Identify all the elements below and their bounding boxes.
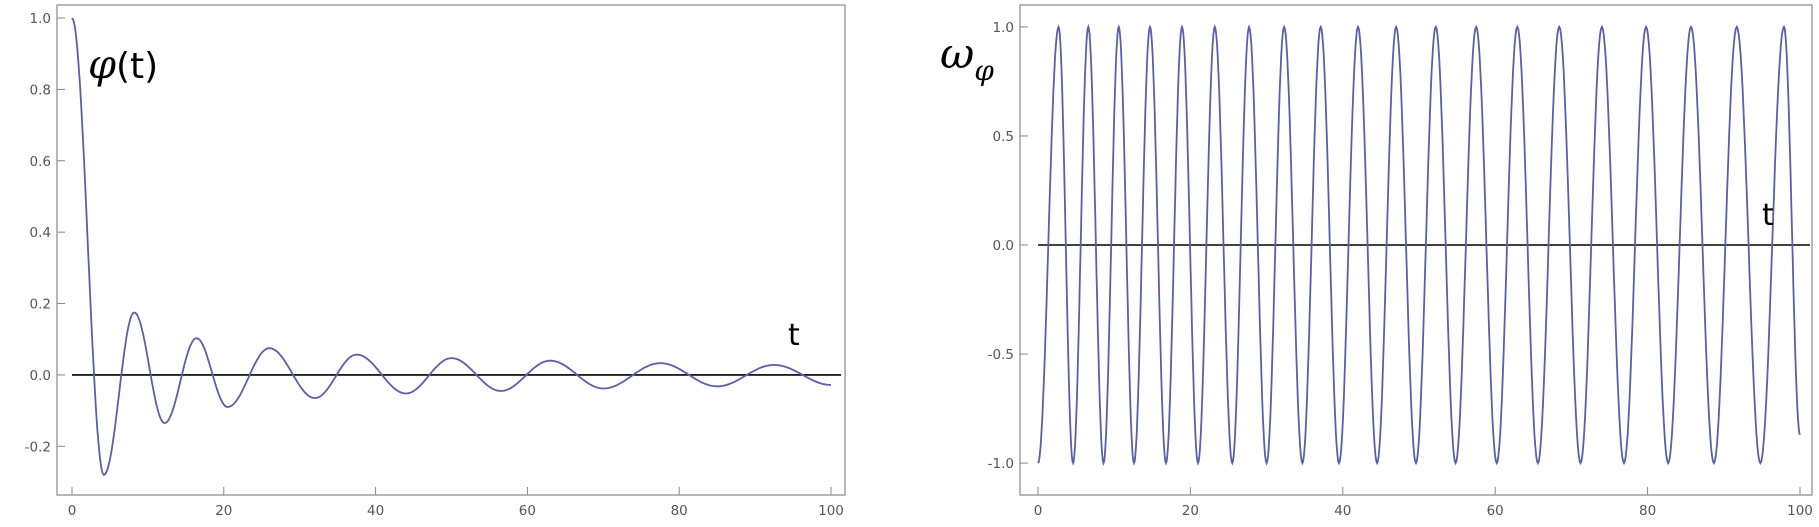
omega-x-axis-label: t — [1762, 198, 1774, 233]
phi-y-tick-label: -0.2 — [25, 439, 51, 455]
omega-x-tick-label: 0 — [1034, 503, 1043, 519]
phi-y-ticks: -0.2 0.0 0.2 0.4 0.6 0.8 1.0 — [25, 11, 65, 455]
phi-plot-frame — [56, 4, 846, 496]
omega-plot-frame — [1019, 4, 1813, 496]
phi-x-tick-label: 100 — [818, 503, 844, 519]
omega-x-tick-label: 60 — [1487, 503, 1504, 519]
phi-x-tick-label: 40 — [367, 503, 384, 519]
phi-x-axis-label: t — [788, 318, 800, 353]
phi-x-tick-label: 0 — [68, 503, 77, 519]
phi-y-tick-label: 0.0 — [30, 368, 51, 384]
omega-x-ticks: 0 20 40 60 80 100 — [1034, 487, 1813, 519]
phi-y-tick-label: 1.0 — [30, 11, 51, 27]
phi-x-tick-label: 80 — [671, 503, 688, 519]
phi-chart: -0.2 0.0 0.2 0.4 0.6 0.8 1.0 0 20 40 60 80 100 φ(t)… — [25, 4, 846, 519]
omega-y-tick-label: -1.0 — [988, 456, 1014, 472]
omega-x-tick-label: 20 — [1182, 503, 1199, 519]
phi-x-tick-label: 20 — [215, 503, 232, 519]
omega-x-tick-label: 40 — [1334, 503, 1351, 519]
phi-y-tick-label: 0.6 — [30, 154, 51, 170]
phi-y-axis-label: φ(t) — [88, 42, 158, 88]
phi-x-ticks: 0 20 40 60 80 100 — [68, 487, 844, 519]
omega-y-tick-label: 1.0 — [993, 20, 1014, 36]
phi-series-line — [71, 17, 832, 477]
omega-y-ticks: -1.0 -0.5 0.0 0.5 1.0 — [988, 20, 1028, 472]
omega-y-tick-label: -0.5 — [988, 347, 1014, 363]
omega-x-tick-label: 100 — [1787, 503, 1813, 519]
phi-symbol: φ — [88, 42, 116, 88]
phi-y-tick-label: 0.2 — [30, 297, 51, 313]
omega-y-axis-label: ωφ — [940, 29, 994, 87]
phi-x-tick-label: 60 — [519, 503, 536, 519]
omega-chart: -1.0 -0.5 0.0 0.5 1.0 0 20 40 60 80 100 ωφ t — [940, 4, 1813, 519]
phi-y-tick-label: 0.4 — [30, 225, 51, 241]
phi-y-tick-label: 0.8 — [30, 82, 51, 98]
omega-x-tick-label: 80 — [1639, 503, 1656, 519]
omega-series-line — [1037, 23, 1801, 466]
omega-subscript: φ — [974, 54, 994, 87]
omega-symbol: ω — [940, 29, 974, 78]
omega-y-tick-label: 0.0 — [993, 238, 1014, 254]
phi-argument: (t) — [116, 46, 158, 87]
omega-y-tick-label: 0.5 — [993, 129, 1014, 145]
